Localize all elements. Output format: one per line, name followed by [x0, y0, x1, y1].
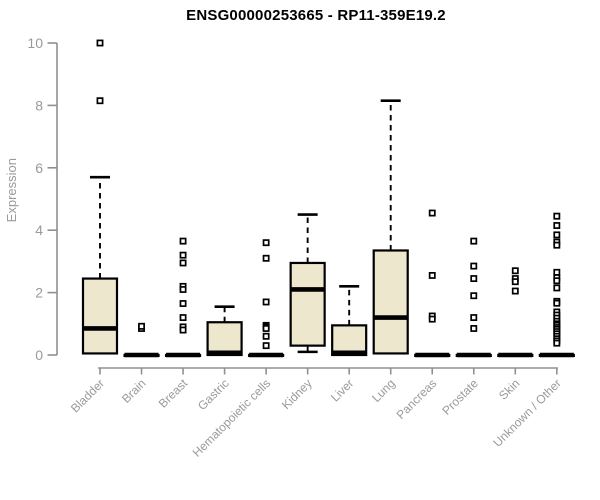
outlier-point	[470, 314, 478, 322]
x-tick-label: Breast	[156, 376, 191, 411]
x-tick-label: Liver	[328, 376, 356, 404]
outlier-point	[428, 315, 436, 323]
outlier-point	[470, 325, 478, 332]
outlier-point	[511, 278, 519, 286]
outlier-point	[262, 239, 270, 247]
outlier-point	[553, 231, 561, 239]
y-tick-label: 10	[27, 35, 43, 51]
outlier-point	[262, 325, 270, 332]
outlier-point	[470, 237, 478, 245]
x-tick-label: Pancreas	[394, 376, 440, 422]
boxplot-pancreas	[414, 209, 451, 358]
x-tick-label: Skin	[496, 376, 522, 402]
outlier-point	[511, 267, 519, 275]
outlier-point	[553, 277, 561, 285]
outlier-point	[179, 251, 187, 259]
outlier-point	[553, 339, 561, 347]
y-tick-label: 4	[35, 222, 43, 238]
boxplot-hematopoietic-cells	[248, 239, 285, 358]
outlier-point	[511, 287, 519, 295]
outlier-point	[96, 97, 104, 105]
box	[372, 249, 409, 355]
outlier-point	[553, 299, 561, 307]
box	[289, 261, 326, 347]
boxplot-kidney	[289, 213, 326, 354]
outlier-point	[262, 332, 270, 340]
x-tick-label: Gastric	[195, 376, 232, 413]
outlier-point	[553, 241, 561, 249]
outlier-point	[179, 326, 187, 334]
x-tick-label: Bladder	[68, 376, 107, 415]
outlier-point	[262, 254, 270, 262]
outlier-point	[179, 314, 187, 322]
outlier-point	[138, 322, 145, 330]
box	[81, 277, 119, 355]
outlier-point	[179, 237, 187, 245]
y-tick-label: 0	[35, 347, 43, 363]
outlier-point	[179, 286, 187, 293]
y-tick-label: 2	[35, 285, 43, 301]
boxplot-skin	[497, 267, 534, 358]
outlier-point	[553, 284, 561, 292]
y-tick-label: 6	[35, 160, 43, 176]
outlier-point	[179, 259, 187, 267]
x-tick-label: Prostate	[439, 376, 481, 418]
box	[206, 321, 243, 357]
boxplot-bladder	[81, 39, 119, 355]
y-axis: 0 2 4 6 8 10	[27, 35, 58, 363]
x-tick-label: Hematopoietic cells	[190, 376, 273, 459]
outlier-point	[470, 262, 478, 270]
boxplot-gastric	[206, 305, 243, 357]
outlier-point	[470, 292, 478, 300]
outlier-point	[428, 271, 436, 279]
outlier-point	[470, 275, 478, 283]
outlier-point	[428, 209, 436, 217]
outlier-point	[262, 298, 270, 306]
y-tick-label: 8	[35, 97, 43, 113]
x-tick-label: Kidney	[279, 376, 315, 412]
outlier-point	[553, 222, 561, 229]
x-tick-label: Lung	[369, 376, 398, 405]
boxplot-prostate	[455, 237, 492, 358]
outlier-point	[553, 268, 561, 276]
chart-title: ENSG00000253665 - RP11-359E19.2	[186, 7, 446, 24]
outlier-point	[96, 39, 104, 47]
outlier-point	[179, 300, 187, 307]
boxplot-breast	[164, 237, 202, 358]
x-tick-label: Brain	[119, 376, 149, 406]
boxplot-unknown-other	[538, 212, 575, 358]
outlier-point	[553, 212, 561, 220]
boxplot-liver	[331, 285, 368, 357]
boxplot-lung	[372, 99, 409, 355]
outlier-point	[262, 342, 270, 350]
boxplot-brain	[123, 322, 160, 358]
